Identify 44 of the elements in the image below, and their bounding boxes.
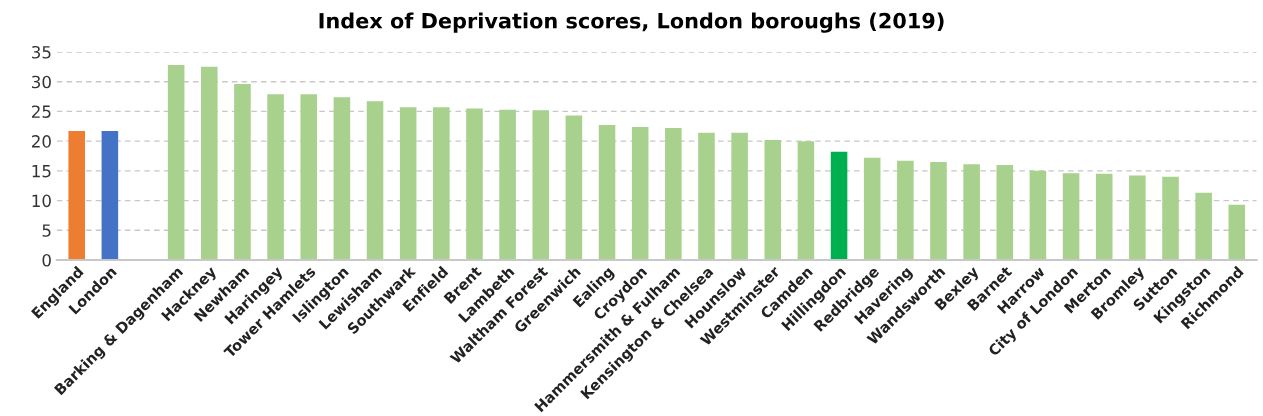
bar: [764, 139, 782, 260]
bar: [830, 151, 848, 260]
y-tick-label: 15: [32, 165, 51, 178]
bar: [167, 65, 185, 260]
bar: [499, 109, 516, 260]
bar: [300, 94, 318, 260]
bar: [996, 164, 1014, 260]
bar: [565, 115, 583, 260]
bar: [797, 141, 815, 260]
bar: [698, 132, 715, 260]
bar: [1129, 175, 1146, 260]
y-tick-label: 35: [32, 45, 51, 59]
bar: [1029, 170, 1047, 260]
bar: [631, 126, 649, 260]
bar: [234, 84, 251, 260]
bar: [267, 94, 284, 260]
bar: [598, 125, 616, 260]
bar: [731, 132, 748, 260]
y-tick-label: 30: [32, 75, 51, 89]
bar: [101, 131, 119, 260]
chart-title: Index of Deprivation scores, London boroughs (2019): [319, 12, 944, 33]
bar: [1095, 173, 1113, 260]
bar: [897, 160, 914, 260]
bar: [963, 164, 980, 260]
y-tick-label: 10: [32, 194, 51, 208]
bar: [1162, 176, 1179, 260]
y-tick-label: 20: [31, 135, 51, 148]
bar: [366, 101, 384, 260]
bar: [1195, 192, 1212, 260]
bar: [532, 110, 550, 260]
y-tick-label: 5: [42, 224, 51, 237]
bar: [333, 97, 351, 260]
bar: [665, 128, 682, 260]
bar: [399, 107, 417, 260]
y-tick-label: 0: [42, 253, 51, 267]
y-tick-label: 25: [31, 105, 51, 118]
bar: [1062, 173, 1080, 260]
bar: [433, 107, 450, 260]
bar: [466, 108, 483, 260]
bar: [201, 66, 218, 260]
bar: [1228, 204, 1246, 260]
bar: [930, 161, 947, 260]
bar: [68, 131, 86, 260]
bar: [863, 157, 881, 260]
